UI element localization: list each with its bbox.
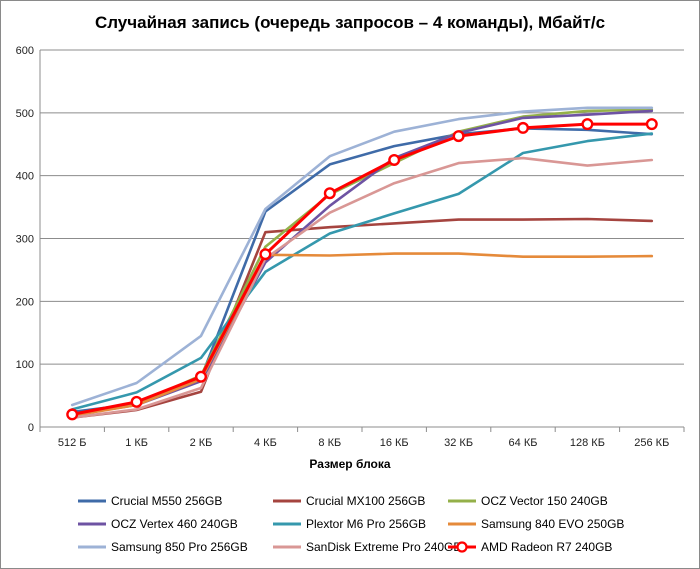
legend-label: AMD Radeon R7 240GB bbox=[481, 540, 612, 554]
x-tick-label: 1 КБ bbox=[125, 437, 148, 449]
legend-item: Samsung 840 EVO 250GB bbox=[448, 517, 624, 531]
data-point bbox=[66, 408, 79, 421]
legend-label: SanDisk Extreme Pro 240GB bbox=[306, 540, 461, 554]
x-tick-label: 2 КБ bbox=[190, 437, 213, 449]
legend-item: Plextor M6 Pro 256GB bbox=[273, 517, 426, 531]
legend-label: Crucial M550 256GB bbox=[111, 494, 222, 508]
x-tick-label: 32 КБ bbox=[444, 437, 473, 449]
series-lines bbox=[70, 106, 654, 419]
data-point bbox=[194, 370, 207, 383]
legend-label: Samsung 840 EVO 250GB bbox=[481, 517, 624, 531]
x-tick-label: 16 КБ bbox=[380, 437, 409, 449]
y-tick-label: 500 bbox=[16, 108, 34, 120]
legend-label: Crucial MX100 256GB bbox=[306, 494, 425, 508]
legend-label: OCZ Vertex 460 240GB bbox=[111, 517, 238, 531]
legend-label: Samsung 850 Pro 256GB bbox=[111, 540, 248, 554]
series-line bbox=[70, 132, 654, 411]
series-markers bbox=[66, 118, 658, 421]
legend-item: Crucial MX100 256GB bbox=[273, 494, 425, 508]
data-point bbox=[130, 395, 143, 408]
series-line bbox=[70, 217, 654, 419]
legend: Crucial M550 256GB Crucial MX100 256GB OCZ… bbox=[78, 494, 624, 554]
legend-item: Samsung 850 Pro 256GB bbox=[78, 540, 248, 554]
legend-item: AMD Radeon R7 240GB bbox=[448, 540, 612, 554]
series-line bbox=[70, 252, 654, 418]
series-line bbox=[70, 106, 654, 407]
data-point bbox=[645, 118, 658, 131]
y-tick-label: 200 bbox=[16, 296, 34, 308]
y-tick-label: 100 bbox=[16, 359, 34, 371]
legend-item: OCZ Vector 150 240GB bbox=[448, 494, 608, 508]
data-point bbox=[517, 121, 530, 134]
x-tick-label: 4 КБ bbox=[254, 437, 277, 449]
x-tick-label: 8 КБ bbox=[318, 437, 341, 449]
data-point bbox=[388, 153, 401, 166]
chart-title: Случайная запись (очередь запросов – 4 к… bbox=[95, 13, 605, 32]
legend-label: Plextor M6 Pro 256GB bbox=[306, 517, 426, 531]
series-line bbox=[70, 156, 654, 419]
data-point bbox=[323, 187, 336, 200]
grid bbox=[40, 49, 684, 365]
legend-item: SanDisk Extreme Pro 240GB bbox=[273, 540, 461, 554]
data-point bbox=[581, 118, 594, 131]
legend-item: Crucial M550 256GB bbox=[78, 494, 222, 508]
series-line bbox=[70, 122, 654, 416]
legend-item: OCZ Vertex 460 240GB bbox=[78, 517, 238, 531]
x-tick-label: 256 КБ bbox=[634, 437, 669, 449]
legend-marker bbox=[456, 541, 468, 553]
x-tick-label: 512 Б bbox=[58, 437, 87, 449]
data-point bbox=[452, 130, 465, 143]
y-tick-label: 300 bbox=[16, 234, 34, 246]
axes: 0 100 200 300 400 500 600 512 Б 1 КБ 2 КБ 4 КБ 8 КБ… bbox=[16, 45, 685, 449]
y-tick-label: 600 bbox=[16, 45, 34, 57]
data-point bbox=[259, 248, 272, 261]
y-tick-label: 400 bbox=[16, 171, 34, 183]
y-tick-label: 0 bbox=[28, 422, 34, 434]
legend-label: OCZ Vector 150 240GB bbox=[481, 494, 608, 508]
x-tick-label: 128 КБ bbox=[570, 437, 605, 449]
x-axis-title: Размер блока bbox=[309, 457, 390, 471]
x-tick-label: 64 КБ bbox=[509, 437, 538, 449]
